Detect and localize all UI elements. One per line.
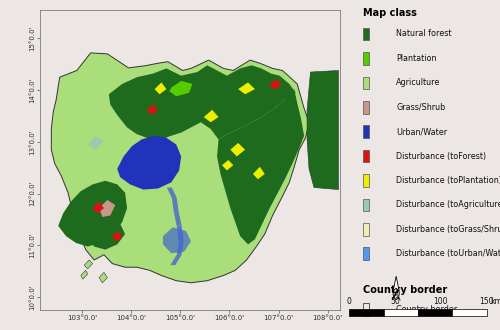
Bar — [418, 309, 452, 316]
Polygon shape — [204, 110, 218, 122]
Polygon shape — [112, 231, 122, 241]
Bar — [362, 174, 369, 187]
Polygon shape — [92, 202, 104, 214]
Polygon shape — [58, 181, 127, 247]
Bar — [349, 309, 384, 316]
Polygon shape — [222, 160, 234, 170]
Text: Country border: Country border — [396, 305, 458, 314]
Bar — [362, 77, 369, 89]
Bar — [362, 248, 369, 260]
Polygon shape — [99, 272, 108, 283]
Bar — [362, 125, 369, 138]
Polygon shape — [238, 82, 255, 94]
Text: Natural forest: Natural forest — [396, 29, 452, 39]
Polygon shape — [227, 156, 274, 189]
Bar — [362, 52, 369, 65]
Polygon shape — [217, 89, 304, 245]
Text: Map class: Map class — [362, 8, 416, 18]
Polygon shape — [176, 241, 184, 255]
Text: Urban/Water: Urban/Water — [396, 127, 448, 136]
Text: 100: 100 — [434, 297, 448, 306]
Text: Disturbance (toGrass/Shrub): Disturbance (toGrass/Shrub) — [396, 225, 500, 234]
Bar — [362, 223, 369, 236]
Text: Country border: Country border — [362, 285, 447, 295]
Polygon shape — [176, 226, 184, 241]
Polygon shape — [154, 82, 166, 94]
Text: 0: 0 — [347, 297, 352, 306]
Polygon shape — [117, 136, 181, 189]
Polygon shape — [52, 53, 309, 283]
Polygon shape — [146, 105, 158, 115]
Polygon shape — [170, 255, 181, 265]
Polygon shape — [88, 136, 104, 150]
Polygon shape — [253, 167, 265, 179]
Polygon shape — [109, 65, 296, 141]
Polygon shape — [270, 79, 281, 89]
Bar — [362, 199, 369, 211]
Text: Grass/Shrub: Grass/Shrub — [396, 103, 446, 112]
Polygon shape — [393, 276, 399, 291]
Text: Disturbance (toForest): Disturbance (toForest) — [396, 151, 486, 161]
Text: Disturbance (toPlantation): Disturbance (toPlantation) — [396, 176, 500, 185]
Polygon shape — [396, 291, 400, 300]
Text: 50: 50 — [390, 297, 400, 306]
Text: Disturbance (toUrban/Water): Disturbance (toUrban/Water) — [396, 249, 500, 258]
Polygon shape — [81, 270, 87, 279]
Text: Disturbance (toAgriculture): Disturbance (toAgriculture) — [396, 200, 500, 210]
Polygon shape — [172, 198, 178, 212]
Polygon shape — [99, 200, 115, 217]
Text: Plantation: Plantation — [396, 54, 436, 63]
Polygon shape — [88, 218, 125, 249]
Polygon shape — [307, 71, 338, 189]
Text: km: km — [490, 297, 500, 306]
Bar — [452, 309, 486, 316]
Text: 150: 150 — [480, 297, 494, 306]
Polygon shape — [174, 212, 182, 226]
Bar — [362, 303, 369, 316]
Bar — [384, 309, 418, 316]
Polygon shape — [230, 143, 245, 156]
Text: Agriculture: Agriculture — [396, 78, 440, 87]
Polygon shape — [163, 227, 191, 253]
Bar — [362, 28, 369, 40]
Bar — [362, 150, 369, 162]
Bar — [362, 101, 369, 114]
Polygon shape — [167, 187, 176, 198]
Polygon shape — [170, 81, 192, 96]
Polygon shape — [392, 291, 396, 300]
Polygon shape — [84, 260, 92, 269]
